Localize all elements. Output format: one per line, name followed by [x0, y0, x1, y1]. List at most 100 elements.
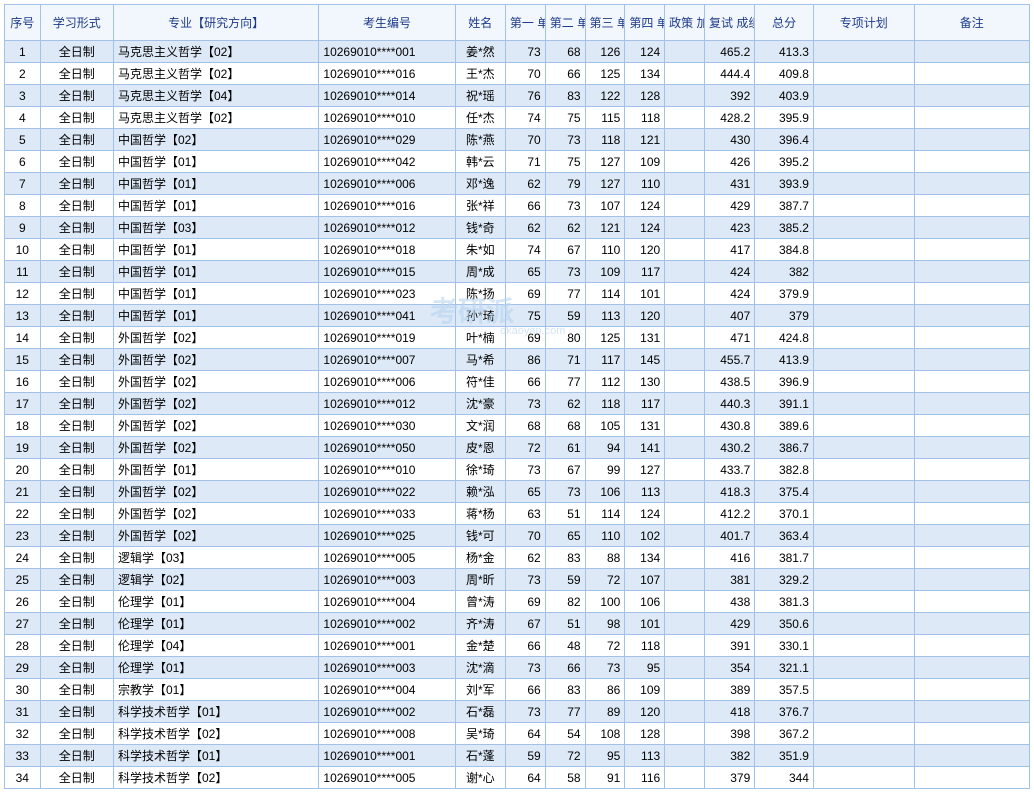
table-row: 9全日制中国哲学【03】10269010****012钱*奇6262121124… — [5, 217, 1030, 239]
cell: 126 — [585, 41, 625, 63]
cell: 110 — [585, 239, 625, 261]
cell: 433.7 — [704, 459, 754, 481]
cell: 61 — [545, 437, 585, 459]
cell: 121 — [625, 129, 665, 151]
cell: 59 — [545, 569, 585, 591]
cell: 109 — [625, 679, 665, 701]
cell: 10269010****025 — [319, 525, 455, 547]
cell: 杨*金 — [455, 547, 505, 569]
cell: 10269010****001 — [319, 41, 455, 63]
cell: 10269010****001 — [319, 635, 455, 657]
cell: 77 — [545, 283, 585, 305]
cell — [813, 613, 914, 635]
cell — [914, 327, 1029, 349]
cell: 10269010****004 — [319, 591, 455, 613]
cell — [813, 63, 914, 85]
cell: 401.7 — [704, 525, 754, 547]
cell: 全日制 — [40, 195, 113, 217]
cell: 118 — [625, 107, 665, 129]
cell: 440.3 — [704, 393, 754, 415]
cell: 363.4 — [755, 525, 814, 547]
cell: 68 — [545, 415, 585, 437]
table-row: 31全日制科学技术哲学【01】10269010****002石*磊7377891… — [5, 701, 1030, 723]
cell — [665, 327, 705, 349]
cell: 中国哲学【01】 — [113, 305, 318, 327]
cell: 89 — [585, 701, 625, 723]
cell — [914, 569, 1029, 591]
cell: 18 — [5, 415, 41, 437]
cell: 109 — [625, 151, 665, 173]
table-row: 12全日制中国哲学【01】10269010****023陈*扬697711410… — [5, 283, 1030, 305]
cell: 伦理学【01】 — [113, 613, 318, 635]
cell: 68 — [505, 415, 545, 437]
cell: 118 — [585, 129, 625, 151]
cell — [665, 723, 705, 745]
h-num: 考生编号 — [319, 5, 455, 41]
table-row: 14全日制外国哲学【02】10269010****019叶*楠698012513… — [5, 327, 1030, 349]
cell: 391.1 — [755, 393, 814, 415]
cell: 1 — [5, 41, 41, 63]
cell — [914, 217, 1029, 239]
cell: 75 — [505, 305, 545, 327]
cell: 全日制 — [40, 305, 113, 327]
cell: 393.9 — [755, 173, 814, 195]
cell: 73 — [545, 195, 585, 217]
cell — [914, 701, 1029, 723]
cell: 107 — [585, 195, 625, 217]
cell: 58 — [545, 767, 585, 789]
cell — [813, 745, 914, 767]
cell: 407 — [704, 305, 754, 327]
cell — [914, 173, 1029, 195]
cell: 全日制 — [40, 635, 113, 657]
h-rts: 复试 成绩 — [704, 5, 754, 41]
cell: 伦理学【01】 — [113, 591, 318, 613]
cell: 124 — [625, 503, 665, 525]
cell — [665, 239, 705, 261]
cell: 389 — [704, 679, 754, 701]
cell: 106 — [625, 591, 665, 613]
cell: 32 — [5, 723, 41, 745]
cell — [914, 415, 1029, 437]
cell: 10269010****002 — [319, 701, 455, 723]
cell: 全日制 — [40, 393, 113, 415]
cell: 陈*扬 — [455, 283, 505, 305]
cell: 全日制 — [40, 723, 113, 745]
cell: 外国哲学【02】 — [113, 437, 318, 459]
cell — [813, 173, 914, 195]
cell: 6 — [5, 151, 41, 173]
table-row: 8全日制中国哲学【01】10269010****016张*祥6673107124… — [5, 195, 1030, 217]
cell: 10269010****001 — [319, 745, 455, 767]
cell — [665, 591, 705, 613]
cell — [914, 635, 1029, 657]
table-row: 22全日制外国哲学【02】10269010****033蒋*杨635111412… — [5, 503, 1030, 525]
table-row: 4全日制马克思主义哲学【02】10269010****010任*杰7475115… — [5, 107, 1030, 129]
table-row: 19全日制外国哲学【02】10269010****050皮*恩726194141… — [5, 437, 1030, 459]
cell: 70 — [505, 63, 545, 85]
cell: 张*祥 — [455, 195, 505, 217]
cell: 12 — [5, 283, 41, 305]
cell — [914, 591, 1029, 613]
cell: 沈*滴 — [455, 657, 505, 679]
cell: 77 — [545, 701, 585, 723]
cell: 98 — [585, 613, 625, 635]
cell: 外国哲学【02】 — [113, 393, 318, 415]
cell: 10269010****033 — [319, 503, 455, 525]
cell: 381.7 — [755, 547, 814, 569]
cell — [813, 283, 914, 305]
cell — [665, 217, 705, 239]
cell: 69 — [505, 591, 545, 613]
cell — [813, 327, 914, 349]
cell: 379.9 — [755, 283, 814, 305]
cell — [813, 415, 914, 437]
cell: 全日制 — [40, 679, 113, 701]
cell — [665, 459, 705, 481]
cell: 62 — [545, 217, 585, 239]
cell: 412.2 — [704, 503, 754, 525]
table-row: 10全日制中国哲学【01】10269010****018朱*如746711012… — [5, 239, 1030, 261]
h-plan: 专项计划 — [813, 5, 914, 41]
cell: 10269010****010 — [319, 107, 455, 129]
cell: 全日制 — [40, 63, 113, 85]
cell: 10269010****022 — [319, 481, 455, 503]
cell: 全日制 — [40, 613, 113, 635]
cell: 全日制 — [40, 371, 113, 393]
